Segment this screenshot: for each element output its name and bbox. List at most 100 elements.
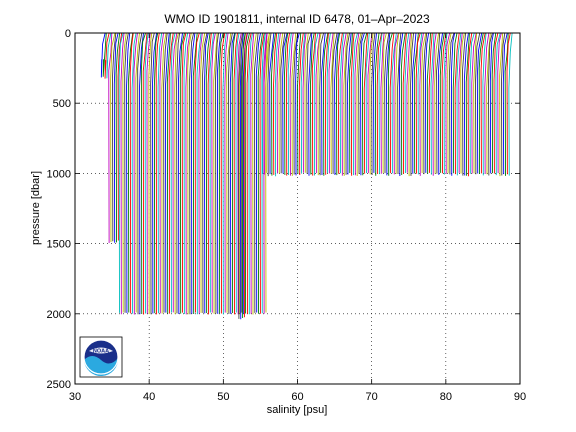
salinity-profile xyxy=(341,32,347,176)
salinity-profile xyxy=(356,32,362,177)
salinity-profile xyxy=(469,32,475,174)
salinity-profile xyxy=(450,32,456,176)
salinity-profile xyxy=(339,32,345,174)
salinity-profile xyxy=(380,32,385,174)
chart-title: WMO ID 1901811, internal ID 6478, 01–Apr… xyxy=(164,12,430,26)
salinity-profile xyxy=(250,32,255,314)
x-tick-label: 70 xyxy=(366,391,378,403)
salinity-profile xyxy=(328,32,334,174)
salinity-profile xyxy=(486,32,491,175)
salinity-profile xyxy=(371,32,376,175)
salinity-profile xyxy=(153,32,159,314)
salinity-profile xyxy=(146,32,151,314)
salinity-profile xyxy=(465,32,470,176)
salinity-profile xyxy=(140,32,147,315)
salinity-profile xyxy=(190,32,196,314)
salinity-profile xyxy=(302,32,307,173)
salinity-profile xyxy=(213,32,218,314)
salinity-profile xyxy=(347,32,352,175)
salinity-profile xyxy=(502,32,508,175)
salinity-profile xyxy=(284,32,289,175)
y-tick-label: 1500 xyxy=(47,239,71,251)
salinity-profile xyxy=(337,32,343,174)
salinity-profile xyxy=(231,32,236,314)
salinity-profile xyxy=(194,32,200,313)
salinity-profile xyxy=(261,32,266,175)
salinity-profile xyxy=(397,32,402,174)
salinity-profile xyxy=(104,32,110,79)
salinity-profile xyxy=(246,32,252,315)
salinity-profile xyxy=(126,32,131,313)
salinity-profile xyxy=(174,32,179,315)
salinity-profile xyxy=(161,32,167,314)
salinity-profile xyxy=(276,32,281,174)
salinity-profile xyxy=(493,32,499,174)
salinity-profile xyxy=(300,32,306,174)
salinity-profile xyxy=(185,32,191,315)
salinity-profile xyxy=(244,32,250,314)
salinity-profile xyxy=(289,32,294,176)
salinity-profile xyxy=(238,32,244,319)
salinity-profile xyxy=(437,32,444,175)
tick-labels: 30 40 50 60 70 80 90 0 500 1000 1500 2000 2500 xyxy=(47,28,527,403)
salinity-profile xyxy=(399,32,404,176)
salinity-profile xyxy=(150,32,155,315)
salinity-profile xyxy=(265,32,270,313)
salinity-profile xyxy=(410,32,415,176)
salinity-profile xyxy=(200,32,206,313)
y-tick-label: 2000 xyxy=(47,309,71,321)
noaa-logo: NOAA xyxy=(79,336,123,378)
salinity-profile xyxy=(443,32,448,175)
salinity-profile xyxy=(263,32,268,314)
salinity-profile xyxy=(224,32,229,313)
salinity-profile xyxy=(271,32,276,176)
salinity-profile xyxy=(211,32,216,313)
salinity-profile xyxy=(280,32,286,174)
salinity-profile xyxy=(176,32,181,314)
salinity-profile xyxy=(295,32,300,176)
salinity-profile xyxy=(131,32,137,314)
salinity-profile xyxy=(216,32,222,314)
salinity-profile xyxy=(463,32,469,176)
salinity-profile xyxy=(274,32,280,177)
salinity-profile xyxy=(170,32,176,313)
profiles xyxy=(100,32,513,320)
salinity-profile xyxy=(118,32,124,313)
y-tick-label: 0 xyxy=(65,28,71,40)
salinity-profile xyxy=(207,32,212,315)
salinity-profile xyxy=(504,32,509,176)
salinity-profile xyxy=(495,32,501,176)
ticks xyxy=(75,33,520,384)
salinity-profile xyxy=(308,32,313,176)
salinity-profile xyxy=(209,32,215,313)
salinity-profile xyxy=(187,32,192,315)
salinity-profile xyxy=(287,32,292,176)
salinity-profile xyxy=(491,32,497,174)
svg-text:NOAA: NOAA xyxy=(93,349,109,355)
y-tick-label: 1000 xyxy=(47,168,71,180)
salinity-profile xyxy=(454,32,460,175)
salinity-profile xyxy=(415,32,421,174)
salinity-profile xyxy=(168,32,174,314)
salinity-profile xyxy=(233,32,238,315)
salinity-profile xyxy=(360,32,365,176)
salinity-profile xyxy=(157,32,163,314)
salinity-profile xyxy=(484,32,490,175)
salinity-profile xyxy=(178,32,183,315)
salinity-profile xyxy=(489,32,494,174)
salinity-profile xyxy=(137,32,143,315)
salinity-profile xyxy=(350,32,355,176)
salinity-profile xyxy=(237,32,242,315)
salinity-profile xyxy=(319,32,325,176)
salinity-profile xyxy=(226,32,232,313)
salinity-profile xyxy=(369,32,374,175)
salinity-profile xyxy=(363,32,369,174)
salinity-profile xyxy=(424,32,430,173)
salinity-profile xyxy=(387,32,393,176)
salinity-profile xyxy=(133,32,138,315)
salinity-profile xyxy=(311,32,316,176)
salinity-profile xyxy=(166,32,171,314)
salinity-profile xyxy=(135,32,140,313)
salinity-profile xyxy=(254,32,259,313)
salinity-profile xyxy=(441,32,447,174)
